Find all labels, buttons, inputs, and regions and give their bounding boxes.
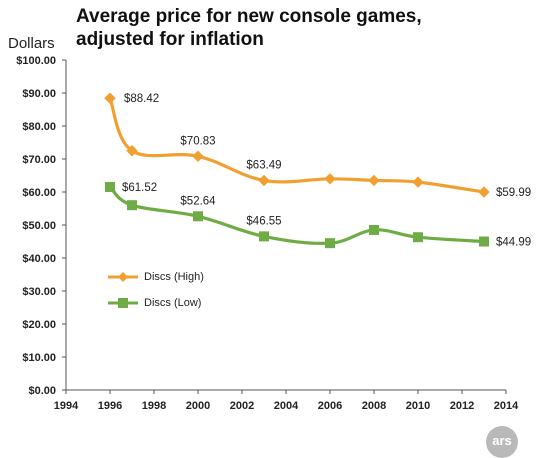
y-tick-label: $80.00 xyxy=(22,121,56,133)
data-point-high xyxy=(412,176,424,188)
x-tick-label: 1998 xyxy=(142,400,166,412)
x-tick-label: 2014 xyxy=(494,400,519,412)
legend-marker-high xyxy=(118,272,128,282)
legend-swatch-low xyxy=(108,298,138,308)
chart-title-line-1: Average price for new console games, xyxy=(76,6,422,27)
data-point-low xyxy=(479,236,489,247)
data-point-high xyxy=(258,174,270,187)
y-tick-label: $40.00 xyxy=(22,253,56,265)
legend-item-high: Discs (High) xyxy=(108,264,204,290)
data-point-high xyxy=(104,92,116,104)
data-label-low: $46.55 xyxy=(246,215,281,227)
x-tick-label: 1996 xyxy=(98,400,122,412)
data-point-low xyxy=(413,232,423,243)
y-tick-label: $30.00 xyxy=(22,286,56,298)
y-tick-label: $10.00 xyxy=(22,352,56,364)
data-label-low: $61.52 xyxy=(122,182,157,194)
legend-marker-low xyxy=(118,298,128,308)
legend-label-low: Discs (Low) xyxy=(144,297,202,309)
data-label-low: $44.99 xyxy=(496,237,531,249)
y-axis-label: Dollars xyxy=(8,35,55,52)
data-point-low xyxy=(325,238,335,249)
x-tick-label: 2006 xyxy=(318,400,342,412)
data-point-low xyxy=(127,200,137,211)
y-tick-label: $20.00 xyxy=(22,319,56,331)
ars-logo: ars xyxy=(486,426,518,458)
y-tick-label: $90.00 xyxy=(22,88,56,100)
data-label-high: $70.83 xyxy=(180,135,215,147)
data-label-high: $63.49 xyxy=(246,159,281,171)
x-tick-label: 2002 xyxy=(230,400,254,412)
series-line-high xyxy=(108,96,486,194)
data-point-low xyxy=(193,211,203,222)
legend: Discs (High) Discs (Low) xyxy=(108,264,204,316)
legend-swatch-high xyxy=(108,272,138,282)
data-point-high xyxy=(324,173,336,185)
y-tick-label: $100.00 xyxy=(16,55,56,67)
x-tick-label: 2004 xyxy=(274,400,299,412)
series-line-low xyxy=(108,185,486,245)
x-tick-label: 1994 xyxy=(54,400,79,412)
legend-label-high: Discs (High) xyxy=(144,271,204,283)
data-point-low xyxy=(369,224,379,235)
data-point-high xyxy=(368,174,380,187)
y-tick-label: $50.00 xyxy=(22,220,56,232)
x-tick-label: 2000 xyxy=(186,400,210,412)
data-point-high xyxy=(126,145,138,157)
y-tick-label: $0.00 xyxy=(28,385,56,397)
data-label-high: $88.42 xyxy=(124,93,159,105)
data-point-low xyxy=(105,181,115,192)
y-tick-label: $70.00 xyxy=(22,154,56,166)
chart-title: Average price for new console games, adj… xyxy=(76,5,476,51)
y-tick-label: $60.00 xyxy=(22,187,56,199)
data-label-low: $52.64 xyxy=(180,195,216,207)
chart-title-line-2: adjusted for inflation xyxy=(76,29,264,50)
x-tick-label: 2010 xyxy=(406,400,430,412)
legend-item-low: Discs (Low) xyxy=(108,290,204,316)
data-label-high: $59.99 xyxy=(496,187,531,199)
data-point-high xyxy=(478,186,490,198)
x-tick-label: 2012 xyxy=(450,400,474,412)
x-tick-label: 2008 xyxy=(362,400,386,412)
data-point-high xyxy=(192,150,204,162)
data-point-low xyxy=(259,231,269,242)
